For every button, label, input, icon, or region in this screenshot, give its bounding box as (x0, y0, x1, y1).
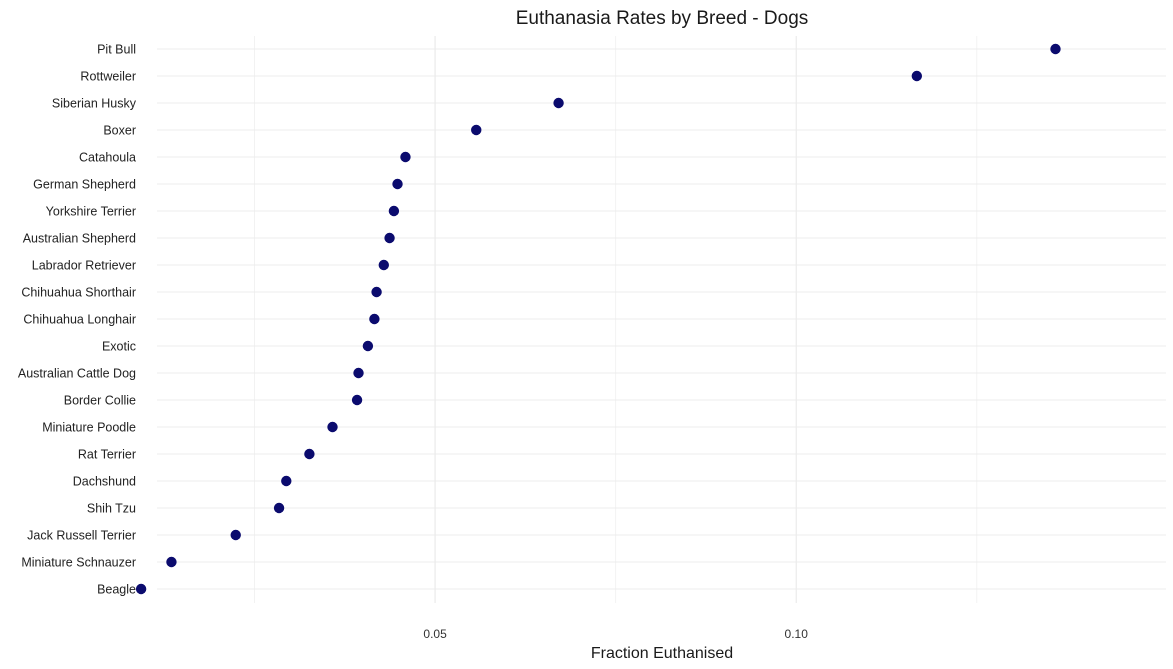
data-point (400, 151, 411, 163)
data-point (362, 340, 374, 352)
data-point (1050, 43, 1061, 55)
x-tick-label: 0.05 (423, 627, 447, 641)
category-labels: Pit Bull Rottweiler Siberian Husky Boxer Cat… (18, 43, 137, 597)
data-point (388, 205, 400, 217)
data-point (327, 421, 338, 433)
category-label: Dachshund (73, 475, 136, 489)
data-point (471, 124, 482, 136)
x-tick-label: 0.10 (785, 627, 809, 641)
grid-lines (157, 36, 1166, 603)
category-label: Siberian Husky (52, 97, 137, 111)
category-label: Shih Tzu (87, 502, 136, 516)
x-axis-ticks: 0.05 0.10 (423, 627, 808, 641)
category-label: Rat Terrier (78, 448, 136, 462)
data-points (135, 43, 1061, 595)
category-label: Beagle (97, 583, 136, 597)
data-point (273, 502, 285, 514)
data-point (281, 475, 292, 487)
category-label: Exotic (102, 340, 136, 354)
data-point (384, 232, 395, 244)
data-point (911, 70, 923, 82)
data-point (378, 259, 389, 271)
data-point (304, 448, 315, 460)
category-label: Yorkshire Terrier (46, 205, 136, 219)
category-label: Chihuahua Longhair (23, 313, 136, 327)
data-point (230, 529, 241, 541)
category-label: Boxer (103, 124, 136, 138)
data-point (135, 583, 147, 595)
category-label: Pit Bull (97, 43, 136, 57)
data-point (369, 313, 380, 325)
category-label: Jack Russell Terrier (27, 529, 136, 543)
data-point (392, 178, 403, 190)
data-point (553, 97, 564, 109)
category-label: German Shepherd (33, 178, 136, 192)
category-label: Labrador Retriever (32, 259, 136, 273)
category-label: Australian Shepherd (23, 232, 136, 246)
category-label: Rottweiler (80, 70, 136, 84)
data-point (371, 286, 382, 298)
category-label: Australian Cattle Dog (18, 367, 136, 381)
chart-title: Euthanasia Rates by Breed - Dogs (516, 8, 809, 29)
data-point (166, 556, 177, 568)
category-label: Catahoula (79, 151, 136, 165)
data-point (351, 394, 363, 406)
category-label: Chihuahua Shorthair (21, 286, 136, 300)
data-point (353, 367, 364, 379)
category-label: Miniature Schnauzer (21, 556, 136, 570)
category-label: Border Collie (64, 394, 136, 408)
x-axis-title: Fraction Euthanised (591, 645, 733, 662)
category-label: Miniature Poodle (42, 421, 136, 435)
